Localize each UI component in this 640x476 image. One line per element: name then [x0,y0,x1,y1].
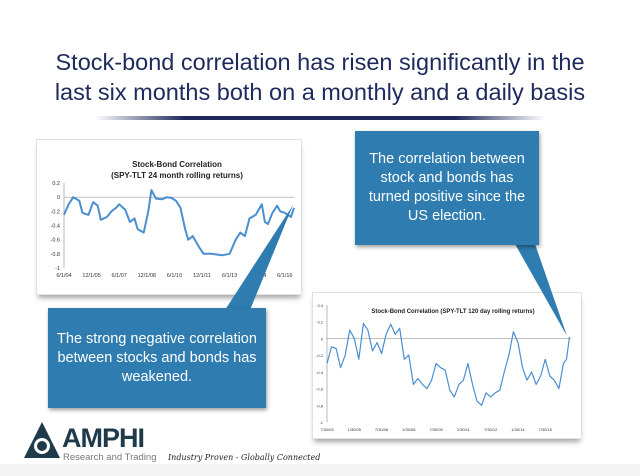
y-tick-label: -0.8 [316,403,324,408]
y-tick-label: -1 [55,266,60,272]
x-tick-label: 6/1/10 [167,273,182,279]
y-tick-label: -0.4 [316,370,324,375]
y-tick-label: -1 [319,420,323,425]
logo-text: AMPHI [62,423,145,453]
daily-correlation-chart: Stock-Bond Correlation (SPY-TLT 120 day … [312,292,582,439]
y-tick-label: -0.2 [51,209,60,215]
y-tick-label: -0.6 [51,238,60,244]
y-tick-label: -0.4 [51,224,60,230]
chart-title: Stock-Bond Correlation [132,160,222,169]
monthly-correlation-chart: Stock-Bond Correlation (SPY-TLT 24 month … [36,139,302,295]
x-tick-label: 7/30/09 [429,427,443,432]
y-tick-label: 0 [321,336,324,341]
x-tick-label: 7/30/12 [484,427,498,432]
y-tick-label: -0.8 [51,252,60,258]
correlation-series-line [63,189,295,257]
x-tick-label: 1/30/11 [457,427,471,432]
y-tick-label: 0.2 [52,181,60,187]
x-tick-label: 6/1/07 [112,273,127,279]
x-tick-label: 1/30/14 [511,427,525,432]
y-tick-label: -0.2 [316,353,324,358]
x-tick-label: 12/1/11 [193,273,211,279]
x-tick-label: 6/1/04 [56,273,71,279]
chart-24-month: Stock-Bond Correlation (SPY-TLT 24 month … [51,160,295,279]
callout-top-right: The correlation between stock and bonds … [355,131,539,245]
x-tick-label: 12/1/05 [82,273,100,279]
x-tick-label: 1/30/05 [348,427,362,432]
x-tick-label: 1/30/08 [402,427,416,432]
logo-subtext: Research and Trading [63,452,157,463]
callout-bottom-left: The strong negative correlation between … [48,308,266,408]
title-divider [95,116,545,120]
y-tick-label: 0.4 [317,303,323,308]
amphi-logo-icon [24,422,60,458]
slide-title-line2: last six months both on a monthly and a … [54,79,586,105]
x-tick-label: 12/1/08 [138,273,156,279]
footer-bar [0,464,640,476]
x-tick-label: 7/30/03 [320,427,334,432]
chart-120-day: Stock-Bond Correlation (SPY-TLT 120 day … [316,303,571,432]
tagline: Industry Proven - Globally Connected [168,453,321,462]
chart-subtitle: (SPY-TLT 24 month rolling returns) [111,171,243,180]
correlation-series-line [326,322,571,406]
y-tick-label: -0.6 [316,387,324,392]
x-tick-label: 6/1/16 [277,273,292,279]
x-tick-label: 7/30/06 [375,427,389,432]
slide-title-line1: Stock-bond correlation has risen signifi… [55,49,585,75]
x-tick-label: 7/30/15 [539,427,553,432]
x-tick-label: 6/1/13 [222,273,237,279]
chart-title: Stock-Bond Correlation (SPY-TLT 120 day … [371,309,534,315]
x-tick-label: 12/1/14 [248,273,266,279]
y-tick-label: 0.2 [317,320,323,325]
y-tick-label: 0 [57,195,60,201]
